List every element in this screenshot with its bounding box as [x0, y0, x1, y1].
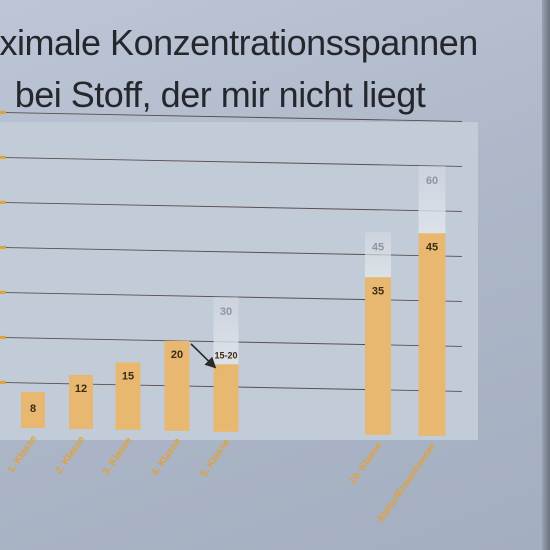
- slide-title-line-1: aximale Konzentrationsspannen: [0, 22, 478, 63]
- bar-value-label-2: 15: [122, 370, 134, 382]
- gridline-5: [0, 156, 463, 167]
- bar-upper-label-5: 45: [372, 241, 384, 253]
- bar-upper-label-6: 60: [426, 175, 438, 187]
- bar-4: [213, 364, 239, 432]
- annotation-arrow: [190, 343, 217, 369]
- gridline-4: [0, 201, 463, 212]
- category-label-0: 1. Klasse: [6, 433, 40, 475]
- gridline-3: [0, 246, 463, 257]
- category-label-2: 3. Klasse: [101, 435, 135, 477]
- bar-upper-5: [365, 232, 391, 278]
- category-label-1: 2. Klasse: [54, 434, 88, 476]
- category-label-5: 10. Klasse: [347, 440, 384, 487]
- bar-value-label-4: 15-20: [214, 350, 237, 360]
- bar-0: [21, 392, 45, 429]
- gridline-6: [0, 111, 463, 122]
- category-label-3: 4. Klasse: [150, 436, 184, 478]
- slide-title-line-2: bei Stoff, der mir nicht liegt: [14, 74, 426, 115]
- bar-value-label-3: 20: [171, 349, 183, 361]
- bar-2: [115, 362, 141, 430]
- bar-upper-4: [213, 296, 239, 365]
- category-label-6: Abitur/Erwachsener: [375, 441, 438, 525]
- bar-6: [418, 233, 446, 436]
- bar-value-label-5: 35: [372, 285, 384, 297]
- bar-3: [164, 340, 190, 431]
- bar-value-label-1: 12: [75, 383, 87, 395]
- bar-5: [365, 277, 391, 435]
- category-label-4: 5. Klasse: [199, 437, 233, 479]
- bar-1: [69, 374, 93, 429]
- bar-upper-6: [418, 165, 446, 234]
- screen-edge: [542, 0, 550, 550]
- bar-value-label-0: 8: [30, 403, 36, 415]
- bar-upper-label-4: 30: [220, 306, 232, 318]
- bar-value-label-6: 45: [426, 241, 438, 253]
